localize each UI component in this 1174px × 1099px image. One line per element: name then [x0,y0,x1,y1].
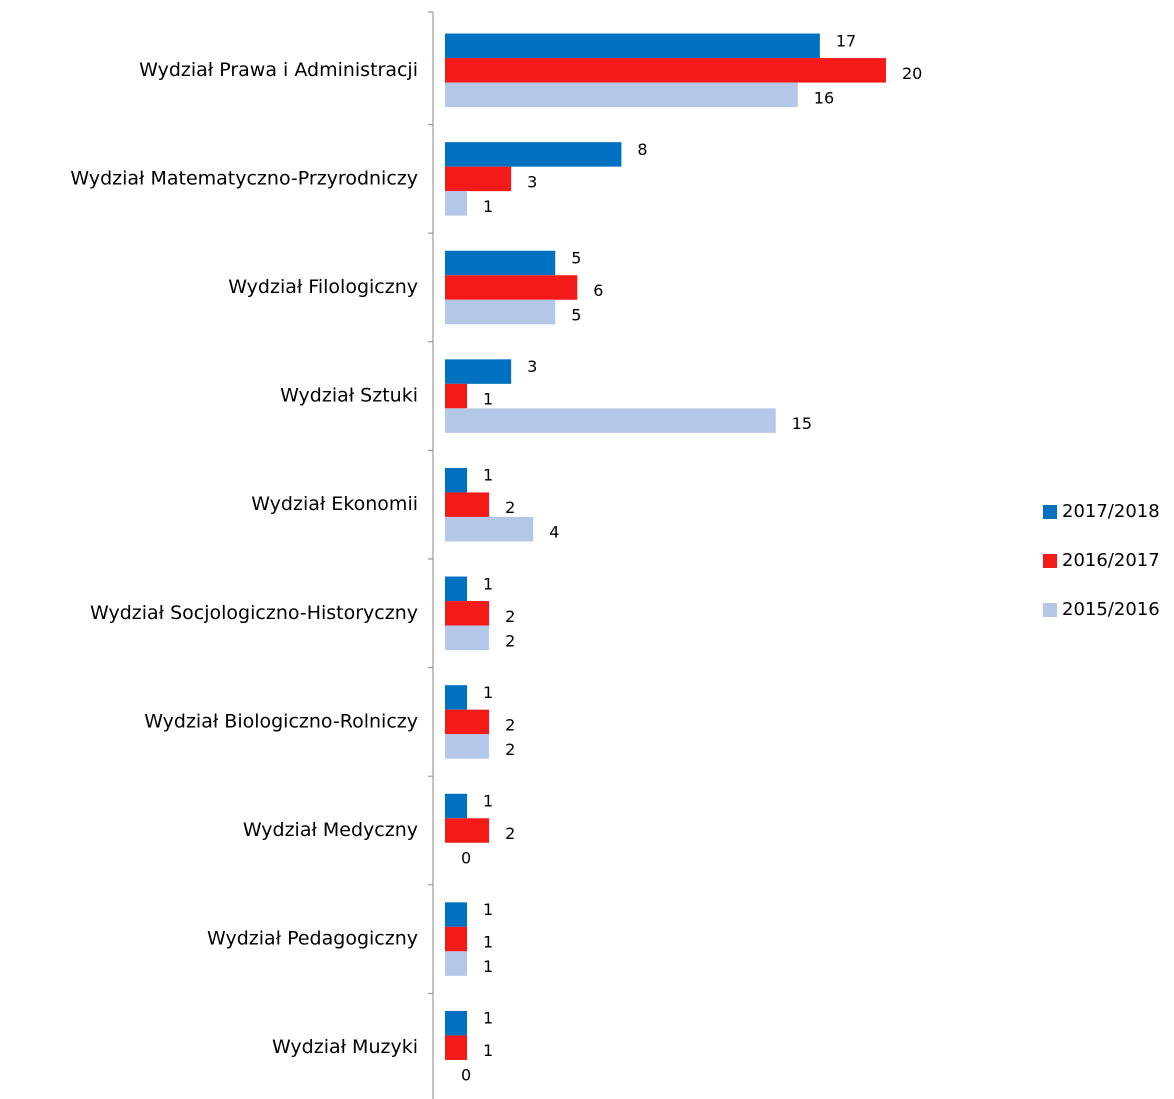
bar [445,408,776,433]
data-label: 4 [549,523,559,542]
bar [445,601,490,626]
bar [445,625,490,651]
data-label: 0 [461,1066,471,1085]
category-label: Wydział Biologiczno-Rolniczy [144,710,418,732]
data-label: 1 [483,900,493,919]
category-label: Wydział Socjologiczno-Historyczny [90,602,418,624]
bar [445,1035,468,1060]
category-label: Wydział Matematyczno-Przyrodniczy [70,167,418,189]
category-label: Wydział Ekonomii [251,493,418,515]
bar [445,709,490,735]
data-label: 2 [505,740,515,759]
bar [445,250,556,276]
data-label: 0 [461,849,471,868]
data-label: 20 [902,64,922,83]
bar [445,492,490,517]
data-label: 1 [483,957,493,976]
legend-swatch [1043,505,1057,519]
bar [445,734,490,759]
bar [445,142,622,167]
bar [445,902,468,927]
bar [445,82,798,108]
data-label: 1 [483,792,493,811]
data-label: 1 [483,574,493,593]
bar [445,793,468,819]
bar [445,33,820,59]
data-label: 1 [483,197,493,216]
data-label: 1 [483,390,493,409]
legend-swatch [1043,603,1057,617]
bar [445,576,468,602]
category-label: Wydział Filologiczny [228,276,418,298]
bar [445,951,468,976]
data-label: 1 [483,933,493,952]
data-label: 2 [505,824,515,843]
bar [445,818,490,843]
data-label: 1 [483,1041,493,1060]
bar [445,685,468,710]
data-label: 2 [505,715,515,734]
data-label: 2 [505,498,515,517]
legend-swatch [1043,554,1057,568]
bar [445,191,468,216]
category-label: Wydział Prawa i Administracji [139,59,418,81]
category-label: Wydział Medyczny [243,819,418,841]
data-label: 15 [792,414,812,433]
data-label: 1 [483,466,493,485]
data-label: 2 [505,607,515,626]
data-label: 1 [483,683,493,702]
data-label: 1 [483,1009,493,1028]
legend-label: 2017/2018 [1062,501,1160,522]
category-label: Wydział Muzyki [272,1036,418,1058]
bar [445,383,468,409]
category-label: Wydział Sztuki [280,385,418,407]
bar [445,58,886,83]
data-label: 3 [527,357,537,376]
bar [445,926,468,952]
data-label: 3 [527,172,537,191]
data-label: 6 [593,281,603,300]
data-label: 5 [571,306,581,325]
data-label: 5 [571,249,581,268]
category-label: Wydział Pedagogiczny [207,928,418,950]
data-label: 17 [836,31,856,50]
data-label: 16 [814,88,834,107]
bar [445,516,534,542]
bar [445,299,556,325]
bar [445,359,512,384]
bar [445,467,468,493]
data-label: 2 [505,631,515,650]
legend-label: 2015/2016 [1062,599,1160,620]
data-label: 8 [637,140,647,159]
legend-label: 2016/2017 [1062,550,1160,571]
bar [445,166,512,192]
bar [445,1010,468,1036]
bar [445,275,578,300]
